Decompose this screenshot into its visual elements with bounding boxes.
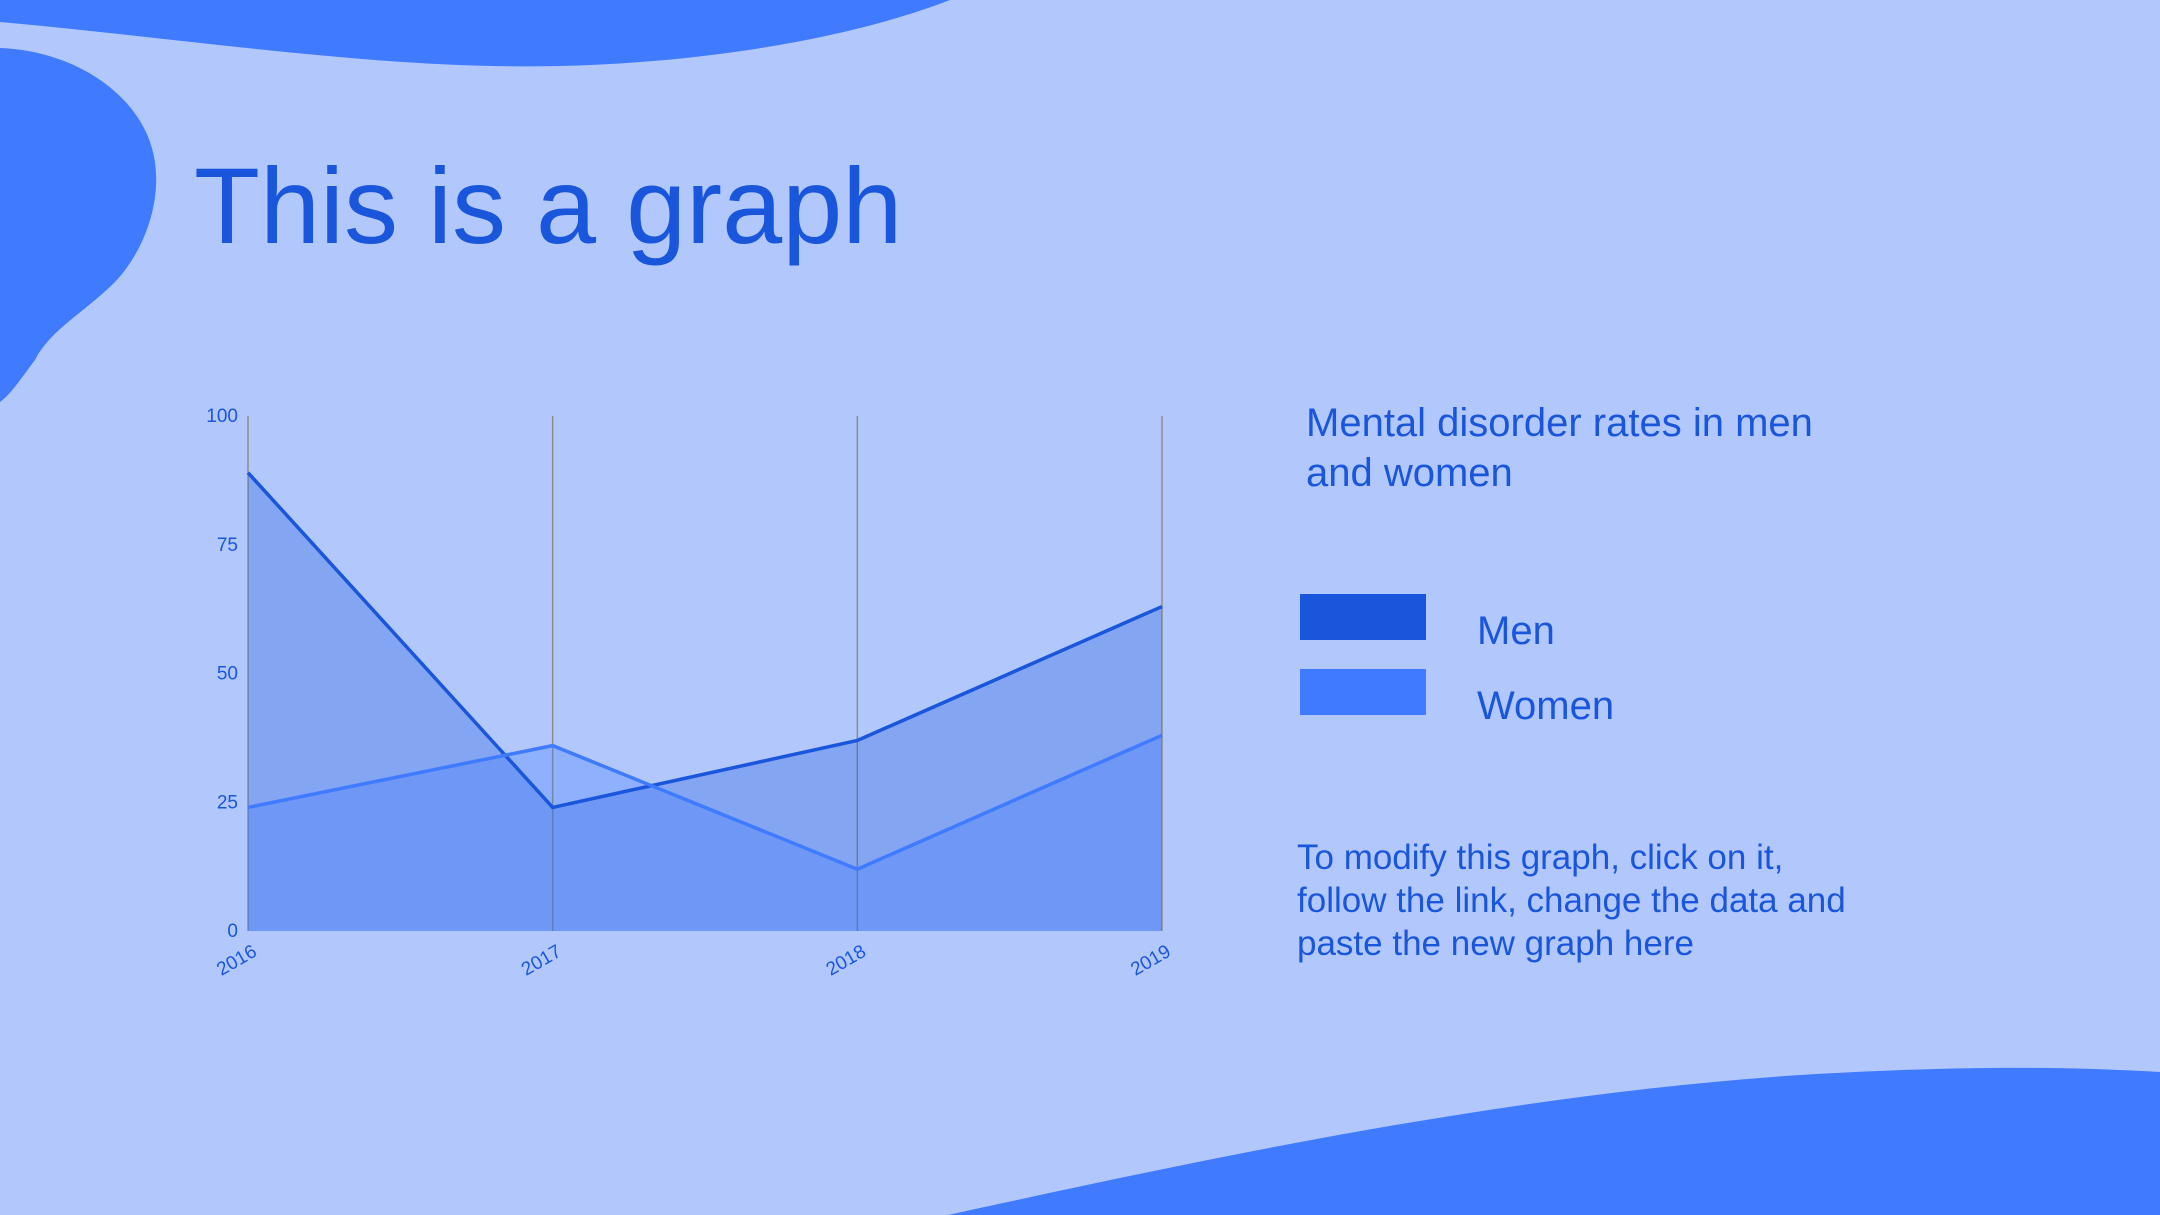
chart-lines [246,471,1163,872]
left-blob-shape [0,48,157,402]
line-women [247,733,1163,872]
x-tick-label-2018: 2018 [823,941,870,980]
area-women [248,735,1162,931]
x-tick-label-2019: 2019 [1127,941,1174,980]
chart-gridlines [247,416,1163,931]
line-men [246,471,1163,810]
chart-areas [248,472,1162,931]
x-tick-label-2017: 2017 [518,941,565,980]
x-axis-labels: 2016 2017 2018 2019 [213,941,1174,980]
legend-swatch-men [1300,594,1426,640]
y-tick-label-50: 50 [217,664,238,685]
bottom-wave-shape [948,1067,2160,1215]
legend-label-men: Men [1477,609,1555,653]
slide-title: This is a graph [194,145,903,266]
legend-item-women: Women [1300,669,1820,728]
x-tick-label-2016: 2016 [213,941,260,980]
y-tick-label-100: 100 [206,406,238,427]
y-tick-label-75: 75 [217,535,238,556]
legend-swatch-women [1300,669,1426,715]
y-tick-label-25: 25 [217,792,238,813]
instruction-note: To modify this graph, click on it, follo… [1297,838,1846,963]
area-men [248,472,1162,931]
legend-title: Mental disorder rates in men and women [1306,401,1813,495]
legend-label-women: Women [1477,684,1615,728]
top-wave-shape [0,0,950,67]
legend-item-men: Men [1300,594,1820,653]
y-tick-label-0: 0 [227,921,238,942]
y-axis-labels: 0 25 50 75 100 [206,406,238,942]
